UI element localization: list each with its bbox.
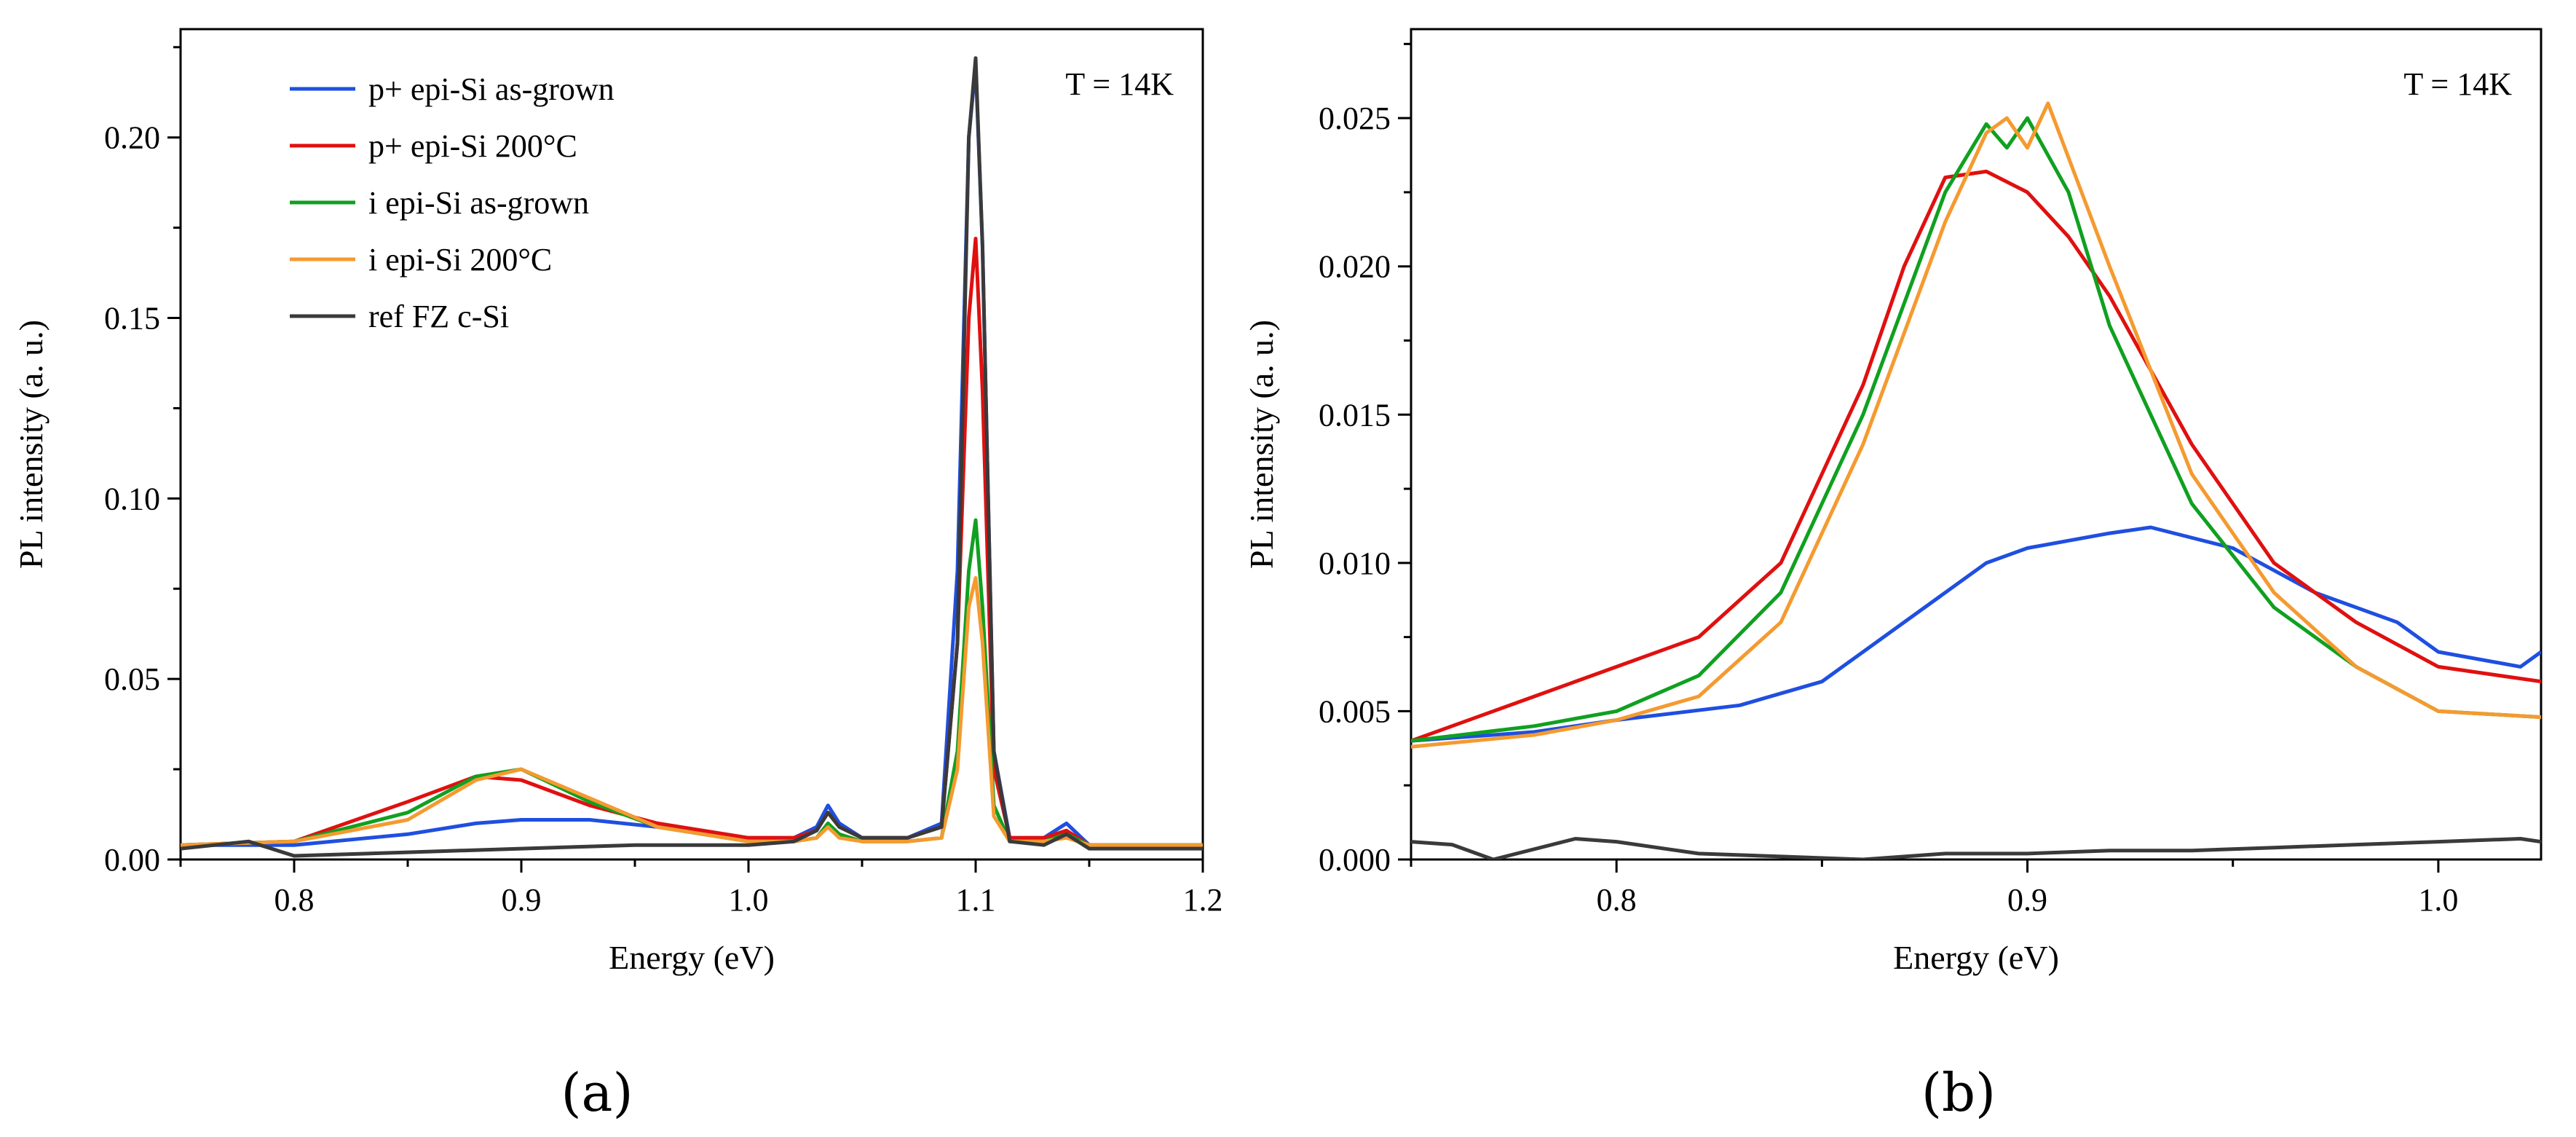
panel-a-x-axis-label: Energy (eV)	[609, 939, 775, 976]
y-tick-label: 0.00	[104, 842, 160, 878]
legend-entry-label: i epi-Si 200°C	[368, 242, 552, 278]
panel-a-series-group	[181, 56, 1203, 858]
x-tick-label: 1.0	[2418, 882, 2458, 918]
panel-a-label: (a)	[561, 1062, 633, 1123]
y-tick-label: 0.05	[104, 661, 160, 697]
series-line-ref-fz-c-si	[181, 56, 1203, 858]
y-tick-label: 0.025	[1319, 101, 1391, 136]
panel-a-temperature-annotation: T = 14K	[1065, 66, 1174, 102]
panel-b: 0.8 0.9 1.00.0000.0050.0100.0150.0200.025 …	[1243, 28, 2543, 1123]
series-line-p-epi-si-200-c	[181, 237, 1203, 847]
x-tick-label: 0.9	[502, 882, 542, 918]
x-tick-label: 0.9	[2007, 882, 2047, 918]
series-line-p-epi-si-200-c	[1411, 169, 2541, 743]
y-tick-label: 0.010	[1319, 546, 1391, 581]
panel-b-series-group	[1411, 101, 2541, 859]
legend-entry-label: p+ epi-Si 200°C	[368, 128, 577, 164]
y-tick-label: 0.20	[104, 120, 160, 156]
panel-b-x-axis-label: Energy (eV)	[1893, 939, 2059, 976]
panel-b-plot-frame	[1410, 28, 2543, 861]
series-line-p-epi-si-as-grown	[1411, 525, 2541, 743]
y-tick-label: 0.005	[1319, 693, 1391, 729]
x-tick-label: 1.0	[729, 882, 769, 918]
series-line-i-epi-si-as-grown	[1411, 116, 2541, 743]
y-tick-label: 0.015	[1319, 397, 1391, 433]
legend-entry-label: i epi-Si as-grown	[368, 185, 589, 221]
panel-a-y-axis-label: PL intensity (a. u.)	[12, 320, 50, 569]
y-tick-label: 0.000	[1319, 842, 1391, 878]
x-tick-label: 0.8	[274, 882, 315, 918]
panel-b-temperature-annotation: T = 14K	[2403, 66, 2512, 102]
series-line-i-epi-si-200-c	[181, 575, 1203, 847]
panel-b-axis-ticks: 0.8 0.9 1.0 0.000 0.005 0.010 0.015 0.020 0.025	[1319, 42, 2458, 918]
series-line-i-epi-si-200-c	[1411, 101, 2541, 749]
x-tick-label: 0.8	[1597, 882, 1637, 918]
series-line-ref-fz-c-si	[1411, 837, 2541, 859]
y-tick-label: 0.020	[1319, 249, 1391, 285]
x-tick-label: 1.1	[956, 882, 996, 918]
panel-a: 0.8 0.9 1.0 1.1 1.2 0.00 0.05 0.10 0.15 0.20 p+ e…	[12, 28, 1223, 1123]
series-line-i-epi-si-as-grown	[181, 518, 1203, 847]
legend-entry-label: p+ epi-Si as-grown	[368, 71, 615, 107]
y-tick-label: 0.10	[104, 481, 160, 516]
panel-a-plot-frame	[179, 28, 1204, 861]
panel-a-axis-ticks: 0.8 0.9 1.0 1.1 1.2 0.00 0.05 0.10 0.15 0.20	[104, 46, 1223, 918]
x-tick-label: 1.2	[1183, 882, 1223, 918]
legend-entry-label: ref FZ c-Si	[368, 299, 509, 334]
panel-b-y-axis-label: PL intensity (a. u.)	[1243, 320, 1280, 569]
panel-b-label: (b)	[1921, 1062, 1996, 1123]
y-tick-label: 0.15	[104, 301, 160, 337]
panel-a-legend: p+ epi-Si as-grown p+ epi-Si 200°C i epi-S…	[290, 71, 615, 334]
series-line-p-epi-si-as-grown	[181, 63, 1203, 847]
